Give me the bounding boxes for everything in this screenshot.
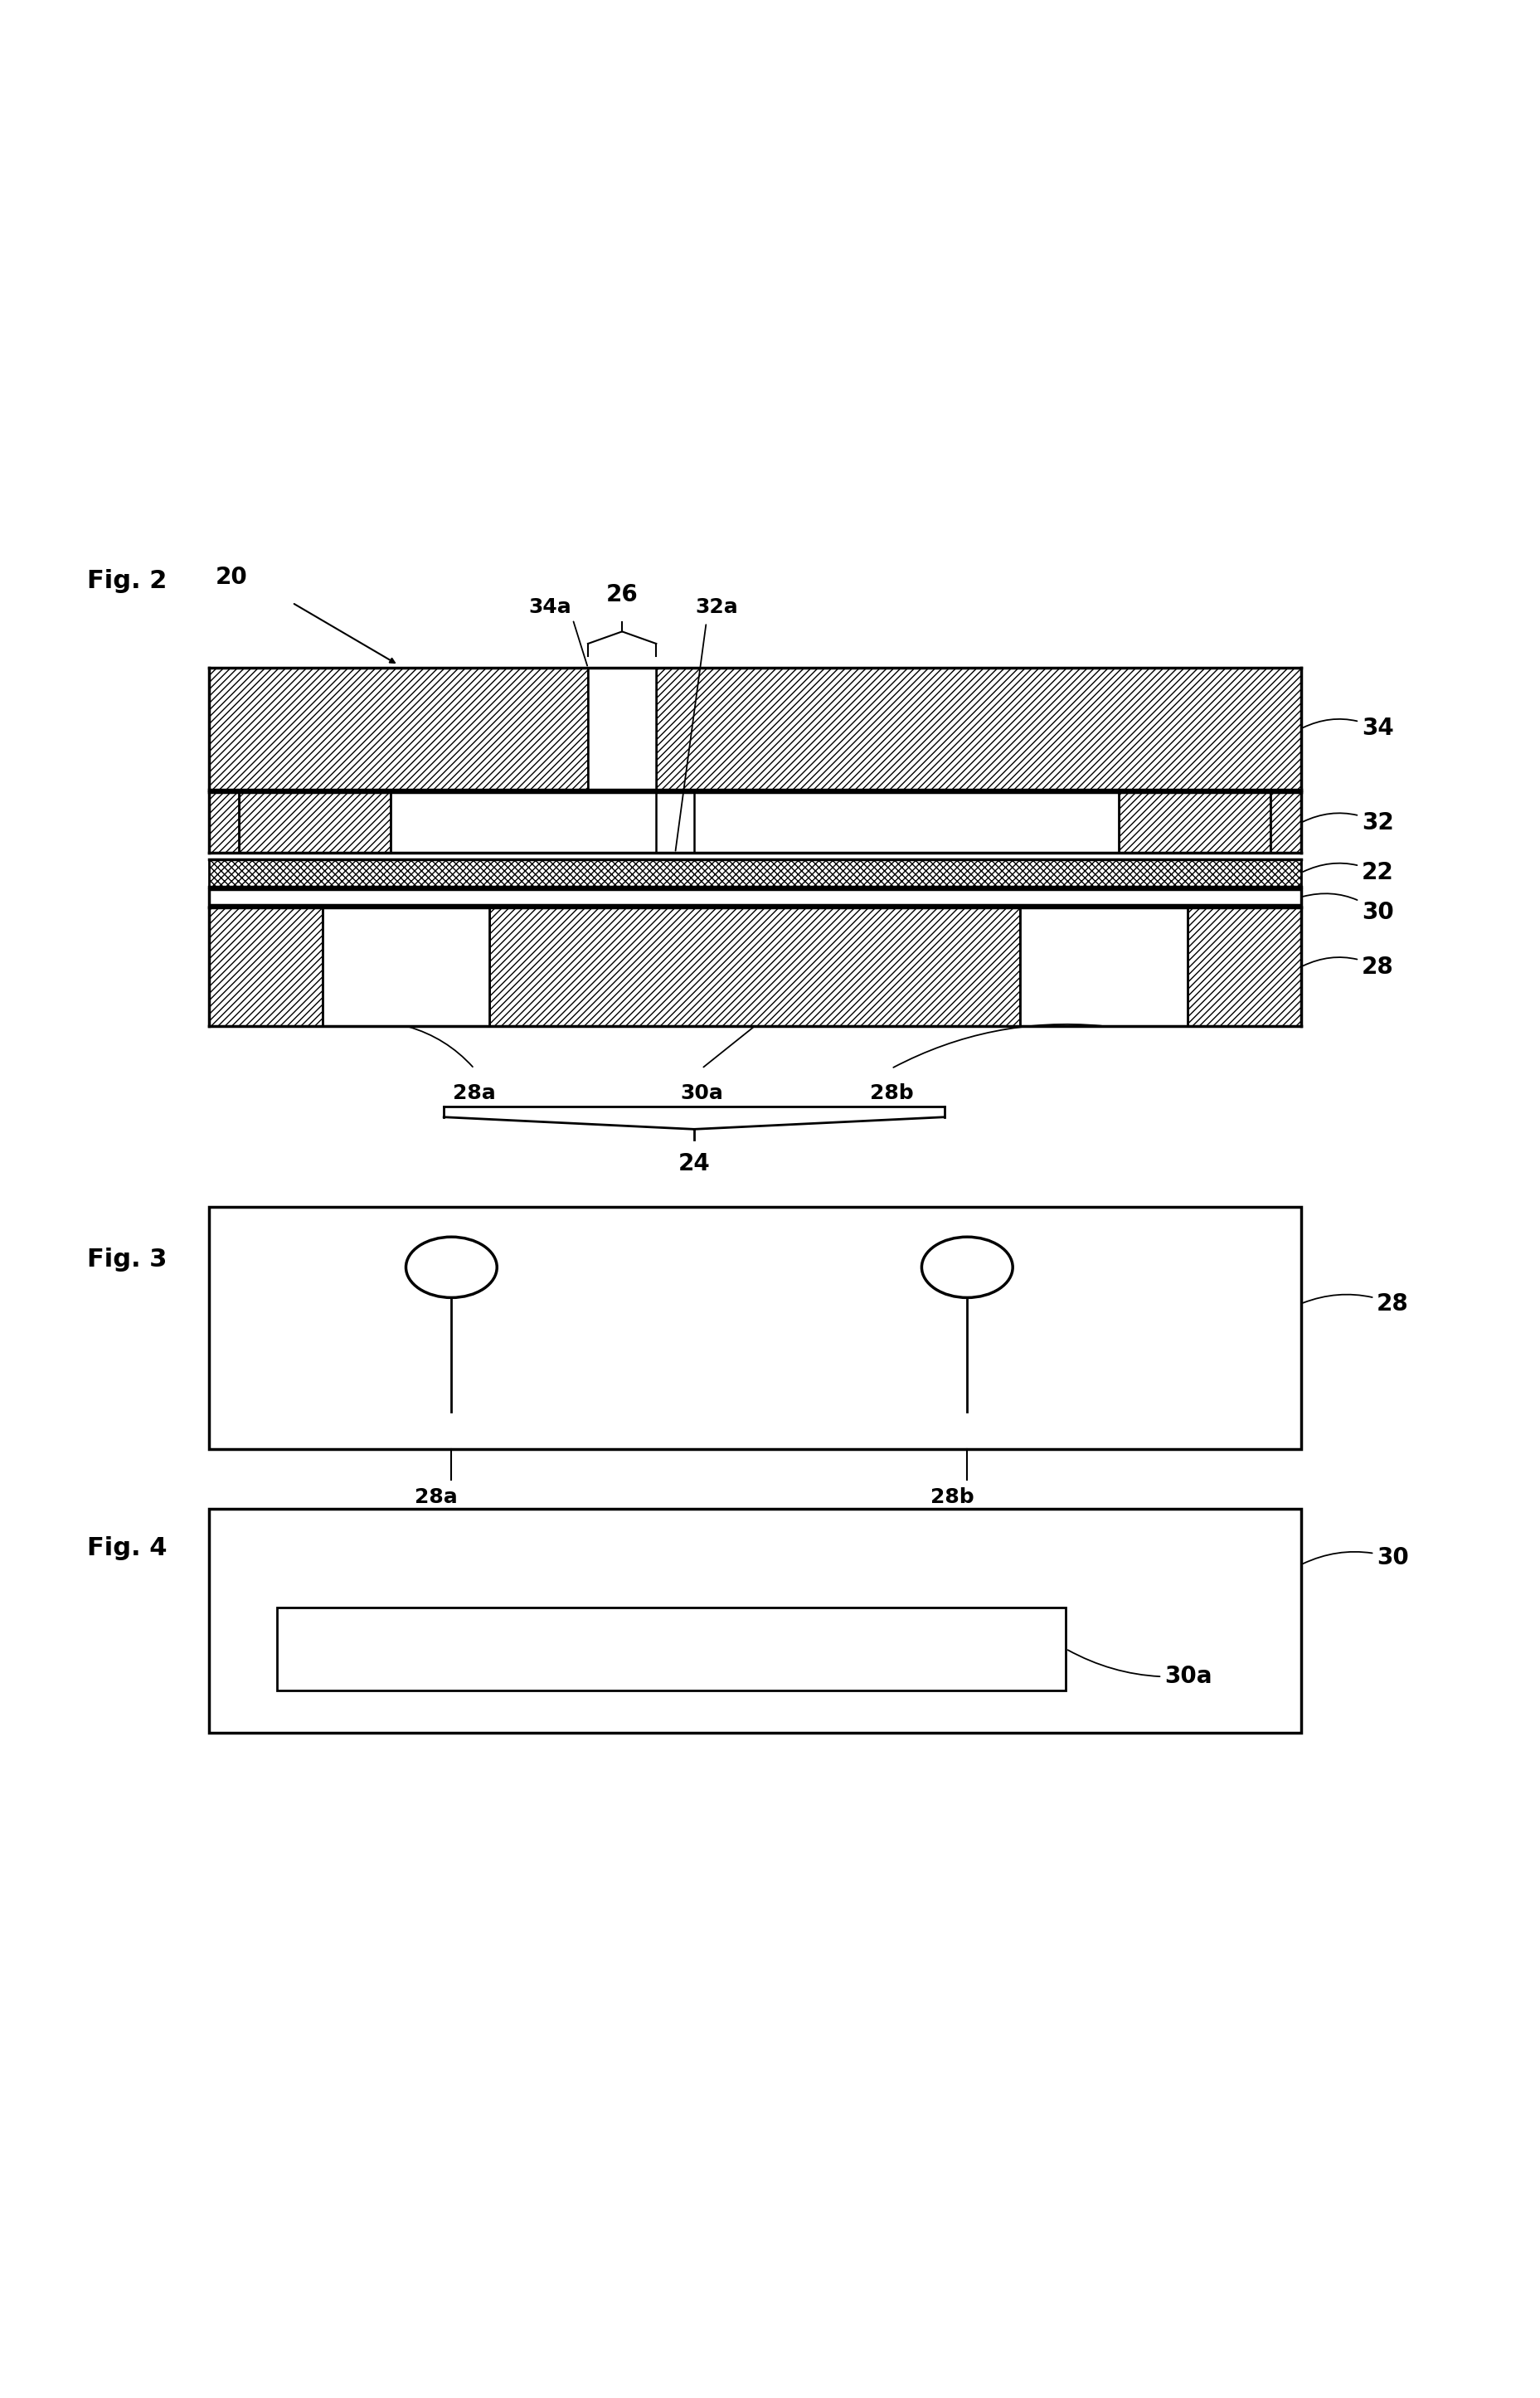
Text: 30a: 30a: [1067, 1650, 1212, 1688]
Text: 28a: 28a: [453, 1084, 496, 1103]
Text: 34a: 34a: [528, 597, 571, 616]
Text: 24: 24: [678, 1153, 710, 1175]
Bar: [490, 909, 1021, 1026]
Text: 30: 30: [1303, 894, 1394, 923]
Bar: [277, 1607, 1066, 1691]
Bar: [1021, 909, 1187, 1026]
Bar: [1187, 909, 1301, 1026]
Bar: [209, 858, 1301, 887]
Text: 20: 20: [216, 566, 248, 588]
Text: 28a: 28a: [414, 1487, 457, 1508]
Text: 28: 28: [1303, 954, 1394, 978]
Text: 32: 32: [1303, 811, 1394, 835]
Text: Fig. 2: Fig. 2: [88, 568, 168, 592]
Text: 26: 26: [607, 583, 638, 607]
Bar: [209, 1508, 1301, 1734]
Text: 28: 28: [1303, 1293, 1409, 1317]
Text: 22: 22: [1303, 861, 1394, 885]
Bar: [322, 909, 490, 1026]
Bar: [209, 1206, 1301, 1448]
Bar: [656, 669, 1301, 789]
Ellipse shape: [407, 1237, 497, 1297]
Text: Fig. 4: Fig. 4: [88, 1535, 168, 1559]
Bar: [1120, 791, 1270, 854]
Bar: [1270, 791, 1301, 854]
Text: 30a: 30a: [681, 1084, 724, 1103]
Bar: [391, 791, 1120, 854]
Bar: [209, 791, 239, 854]
Text: 32a: 32a: [696, 597, 738, 616]
Bar: [588, 669, 656, 789]
Ellipse shape: [922, 1237, 1013, 1297]
Text: Fig. 3: Fig. 3: [88, 1247, 168, 1271]
Bar: [209, 890, 1301, 904]
Bar: [239, 791, 391, 854]
Bar: [209, 669, 588, 789]
Text: 28b: 28b: [930, 1487, 973, 1508]
Text: 34: 34: [1303, 717, 1394, 741]
Text: 28b: 28b: [870, 1084, 913, 1103]
Text: 30: 30: [1303, 1547, 1409, 1571]
Bar: [209, 909, 322, 1026]
